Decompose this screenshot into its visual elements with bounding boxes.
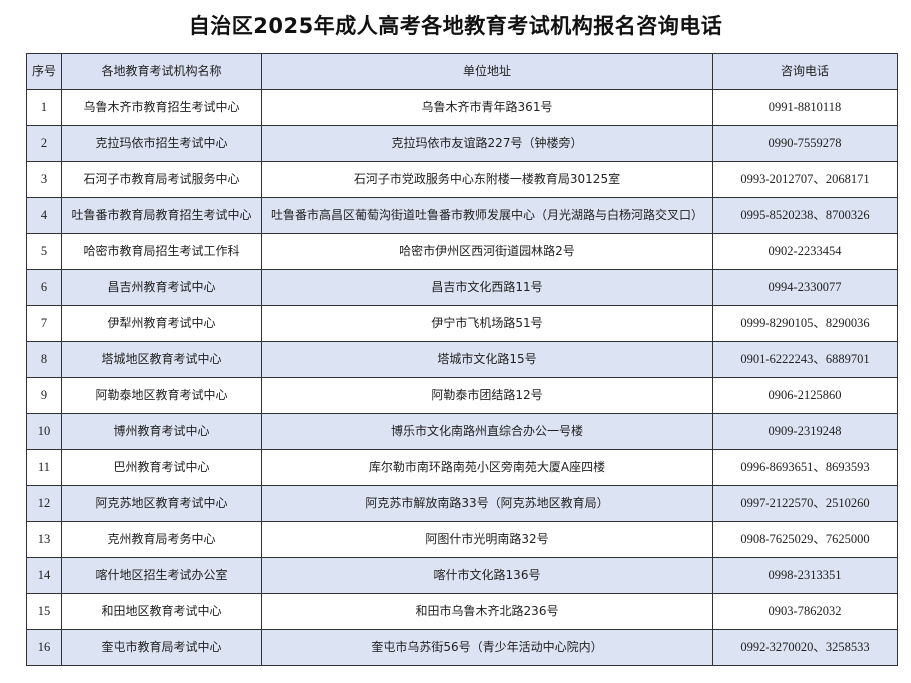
table-header-row: 序号 各地教育考试机构名称 单位地址 咨询电话 xyxy=(26,53,898,90)
row-index: 15 xyxy=(26,593,62,630)
table-row: 12 阿克苏地区教育考试中心 阿克苏市解放南路33号（阿克苏地区教育局） 0997-2… xyxy=(26,485,898,522)
row-index: 12 xyxy=(26,485,62,522)
table-row: 10 博州教育考试中心 博乐市文化南路州直综合办公一号楼 0909-2319248 xyxy=(26,413,898,450)
address: 库尔勒市南环路南苑小区旁南苑大厦A座四楼 xyxy=(261,449,713,486)
phone: 0902-2233454 xyxy=(712,233,898,270)
table-row: 9 阿勒泰地区教育考试中心 阿勒泰市团结路12号 0906-2125860 xyxy=(26,377,898,414)
phone: 0908-7625029、7625000 xyxy=(712,521,898,558)
table-row: 6 昌吉州教育考试中心 昌吉市文化西路11号 0994-2330077 xyxy=(26,269,898,306)
org-name: 奎屯市教育局考试中心 xyxy=(61,629,262,666)
row-index: 8 xyxy=(26,341,62,378)
phone: 0994-2330077 xyxy=(712,269,898,306)
phone: 0903-7862032 xyxy=(712,593,898,630)
address: 塔城市文化路15号 xyxy=(261,341,713,378)
org-name: 吐鲁番市教育局教育招生考试中心 xyxy=(61,197,262,234)
address: 博乐市文化南路州直综合办公一号楼 xyxy=(261,413,713,450)
table-row: 2 克拉玛依市招生考试中心 克拉玛依市友谊路227号（钟楼旁） 0990-755927… xyxy=(26,125,898,162)
phone: 0991-8810118 xyxy=(712,89,898,126)
org-name: 哈密市教育局招生考试工作科 xyxy=(61,233,262,270)
phone: 0901-6222243、6889701 xyxy=(712,341,898,378)
org-name: 巴州教育考试中心 xyxy=(61,449,262,486)
org-name: 阿克苏地区教育考试中心 xyxy=(61,485,262,522)
header-name: 各地教育考试机构名称 xyxy=(61,53,262,90)
table-row: 16 奎屯市教育局考试中心 奎屯市乌苏街56号（青少年活动中心院内） 0992-327… xyxy=(26,629,898,666)
address: 和田市乌鲁木齐北路236号 xyxy=(261,593,713,630)
table-row: 7 伊犁州教育考试中心 伊宁市飞机场路51号 0999-8290105、8290036 xyxy=(26,305,898,342)
table-row: 15 和田地区教育考试中心 和田市乌鲁木齐北路236号 0903-7862032 xyxy=(26,593,898,630)
address: 阿勒泰市团结路12号 xyxy=(261,377,713,414)
org-name: 阿勒泰地区教育考试中心 xyxy=(61,377,262,414)
address: 奎屯市乌苏街56号（青少年活动中心院内） xyxy=(261,629,713,666)
row-index: 4 xyxy=(26,197,62,234)
row-index: 10 xyxy=(26,413,62,450)
table-row: 5 哈密市教育局招生考试工作科 哈密市伊州区西河街道园林路2号 0902-223345… xyxy=(26,233,898,270)
row-index: 7 xyxy=(26,305,62,342)
row-index: 5 xyxy=(26,233,62,270)
org-name: 昌吉州教育考试中心 xyxy=(61,269,262,306)
row-index: 13 xyxy=(26,521,62,558)
phone: 0999-8290105、8290036 xyxy=(712,305,898,342)
phone: 0993-2012707、2068171 xyxy=(712,161,898,198)
phone: 0909-2319248 xyxy=(712,413,898,450)
org-name: 克拉玛依市招生考试中心 xyxy=(61,125,262,162)
row-index: 11 xyxy=(26,449,62,486)
table-row: 8 塔城地区教育考试中心 塔城市文化路15号 0901-6222243、6889701 xyxy=(26,341,898,378)
address: 阿克苏市解放南路33号（阿克苏地区教育局） xyxy=(261,485,713,522)
address: 哈密市伊州区西河街道园林路2号 xyxy=(261,233,713,270)
table-row: 4 吐鲁番市教育局教育招生考试中心 吐鲁番市高昌区葡萄沟街道吐鲁番市教师发展中心（月… xyxy=(26,197,898,234)
header-index: 序号 xyxy=(26,53,62,90)
address: 阿图什市光明南路32号 xyxy=(261,521,713,558)
phone: 0992-3270020、3258533 xyxy=(712,629,898,666)
address: 吐鲁番市高昌区葡萄沟街道吐鲁番市教师发展中心（月光湖路与白杨河路交叉口） xyxy=(261,197,713,234)
address: 石河子市党政服务中心东附楼一楼教育局30125室 xyxy=(261,161,713,198)
org-name: 和田地区教育考试中心 xyxy=(61,593,262,630)
row-index: 16 xyxy=(26,629,62,666)
org-name: 乌鲁木齐市教育招生考试中心 xyxy=(61,89,262,126)
address: 昌吉市文化西路11号 xyxy=(261,269,713,306)
phone: 0906-2125860 xyxy=(712,377,898,414)
org-name: 塔城地区教育考试中心 xyxy=(61,341,262,378)
table-row: 11 巴州教育考试中心 库尔勒市南环路南苑小区旁南苑大厦A座四楼 0996-86936… xyxy=(26,449,898,486)
row-index: 3 xyxy=(26,161,62,198)
row-index: 2 xyxy=(26,125,62,162)
row-index: 1 xyxy=(26,89,62,126)
org-name: 伊犁州教育考试中心 xyxy=(61,305,262,342)
phone: 0996-8693651、8693593 xyxy=(712,449,898,486)
table-row: 1 乌鲁木齐市教育招生考试中心 乌鲁木齐市青年路361号 0991-8810118 xyxy=(26,89,898,126)
address: 伊宁市飞机场路51号 xyxy=(261,305,713,342)
row-index: 14 xyxy=(26,557,62,594)
address: 乌鲁木齐市青年路361号 xyxy=(261,89,713,126)
table-row: 13 克州教育局考务中心 阿图什市光明南路32号 0908-7625029、76250… xyxy=(26,521,898,558)
page-title: 自治区2025年成人高考各地教育考试机构报名咨询电话 xyxy=(188,14,723,38)
phone: 0997-2122570、2510260 xyxy=(712,485,898,522)
org-name: 博州教育考试中心 xyxy=(61,413,262,450)
phone: 0998-2313351 xyxy=(712,557,898,594)
org-name: 克州教育局考务中心 xyxy=(61,521,262,558)
address: 克拉玛依市友谊路227号（钟楼旁） xyxy=(261,125,713,162)
table-row: 14 喀什地区招生考试办公室 喀什市文化路136号 0998-2313351 xyxy=(26,557,898,594)
phone: 0990-7559278 xyxy=(712,125,898,162)
phone: 0995-8520238、8700326 xyxy=(712,197,898,234)
org-name: 石河子市教育局考试服务中心 xyxy=(61,161,262,198)
org-name: 喀什地区招生考试办公室 xyxy=(61,557,262,594)
row-index: 9 xyxy=(26,377,62,414)
table-row: 3 石河子市教育局考试服务中心 石河子市党政服务中心东附楼一楼教育局30125室 09… xyxy=(26,161,898,198)
header-address: 单位地址 xyxy=(261,53,713,90)
row-index: 6 xyxy=(26,269,62,306)
header-phone: 咨询电话 xyxy=(712,53,898,90)
contact-table: 序号 各地教育考试机构名称 单位地址 咨询电话 1 乌鲁木齐市教育招生考试中心 乌鲁… xyxy=(26,53,898,666)
address: 喀什市文化路136号 xyxy=(261,557,713,594)
